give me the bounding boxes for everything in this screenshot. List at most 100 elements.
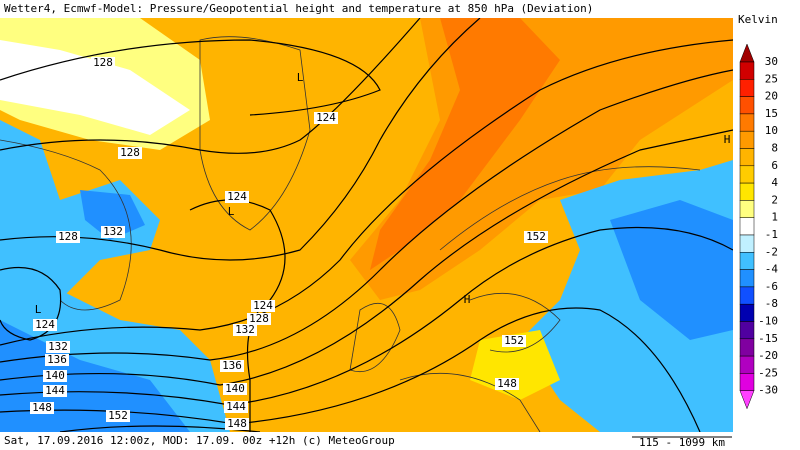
colorbar-band bbox=[739, 355, 755, 374]
contour-label: 136 bbox=[222, 359, 242, 372]
warm-core bbox=[370, 18, 560, 270]
colorbar-band bbox=[739, 217, 755, 236]
colorbar-arrow bbox=[739, 390, 755, 410]
contour bbox=[0, 69, 734, 363]
contour-label-bg bbox=[233, 324, 257, 336]
colorbar-label: -20 bbox=[758, 349, 778, 362]
colorbar-band bbox=[739, 130, 755, 149]
contour bbox=[0, 226, 734, 406]
colorbar-label: 10 bbox=[765, 124, 778, 137]
coastline bbox=[0, 139, 132, 311]
colorbar-band bbox=[739, 321, 755, 340]
colorbar-label: 8 bbox=[771, 142, 778, 155]
colorbar-band bbox=[739, 113, 755, 132]
contour-label: 128 bbox=[120, 146, 140, 159]
map bbox=[0, 17, 734, 433]
contour-label-bg bbox=[43, 385, 67, 397]
contour-label-bg bbox=[46, 341, 70, 353]
coastline bbox=[349, 166, 701, 433]
contour-label-bg bbox=[502, 335, 526, 347]
colorbar-label: -8 bbox=[765, 297, 778, 310]
footer-run: Sat, 17.09.2016 12:00z, MOD: 17.09. 00z … bbox=[4, 434, 395, 447]
contour-label-bg bbox=[106, 410, 130, 422]
colorbar-band bbox=[739, 338, 755, 357]
pressure-center: H bbox=[464, 293, 471, 306]
colorbar-band bbox=[739, 234, 755, 253]
pressure-center: H bbox=[724, 133, 731, 146]
colorbar-band bbox=[739, 96, 755, 115]
contour-label-bg bbox=[247, 313, 271, 325]
colorbar-band bbox=[739, 200, 755, 218]
pressure-center: L bbox=[228, 205, 235, 218]
colorbar-label: 4 bbox=[771, 176, 778, 189]
contour-label: 152 bbox=[526, 230, 546, 243]
colorbar-label: -15 bbox=[758, 332, 778, 345]
contour-label: 132 bbox=[103, 225, 123, 238]
contour-label-bg bbox=[524, 231, 548, 243]
contour bbox=[0, 129, 734, 386]
contour-label: 124 bbox=[35, 318, 55, 331]
contour-label-bg bbox=[314, 112, 338, 124]
colorbar-band bbox=[739, 165, 755, 184]
colorbar-band bbox=[739, 269, 755, 288]
contour-label-bg bbox=[43, 370, 67, 382]
contour bbox=[0, 39, 381, 116]
contour-label: 128 bbox=[93, 56, 113, 69]
colorbar-label: 15 bbox=[765, 107, 778, 120]
colorbar-label: 6 bbox=[771, 159, 778, 172]
colorbar-label: 20 bbox=[765, 90, 778, 103]
colorbar-band bbox=[739, 303, 755, 322]
contour-label-bg bbox=[225, 418, 249, 430]
contour-label: 124 bbox=[316, 111, 336, 124]
colorbar-label: 30 bbox=[765, 55, 778, 68]
contour-label-bg bbox=[33, 319, 57, 331]
contour-label: 140 bbox=[45, 369, 65, 382]
colorbar-label: 2 bbox=[771, 193, 778, 206]
colorbar-label: -25 bbox=[758, 366, 778, 379]
contour-label-bg bbox=[495, 378, 519, 390]
colorbar-band bbox=[739, 61, 755, 80]
scale-label: 115 - 1099 km bbox=[639, 436, 725, 449]
colorbar-label: 25 bbox=[765, 72, 778, 85]
colorbar-label: -6 bbox=[765, 280, 778, 293]
mild-area bbox=[470, 330, 560, 400]
contour-label: 128 bbox=[58, 230, 78, 243]
colorbar-label: -1 bbox=[765, 228, 778, 241]
footer-bar bbox=[0, 432, 800, 450]
pressure-center: L bbox=[35, 303, 42, 316]
contour bbox=[0, 17, 421, 154]
coastline bbox=[199, 36, 311, 231]
colorbar-unit: Kelvin bbox=[738, 13, 778, 26]
contour-label: 132 bbox=[235, 323, 255, 336]
header-title: Wetter4, Ecmwf-Model: Pressure/Geopotent… bbox=[4, 2, 593, 15]
colorbar-band bbox=[739, 148, 755, 167]
contour-label: 140 bbox=[225, 382, 245, 395]
contour-label: 124 bbox=[253, 299, 273, 312]
contour bbox=[0, 17, 481, 261]
colorbar-label: -10 bbox=[758, 315, 778, 328]
contour-label: 144 bbox=[226, 400, 246, 413]
contour-label-bg bbox=[101, 226, 125, 238]
pressure-center: L bbox=[297, 71, 304, 84]
colorbar-label: -30 bbox=[758, 384, 778, 397]
cold-area bbox=[0, 120, 160, 300]
contour-label-bg bbox=[251, 300, 275, 312]
contour-label: 124 bbox=[227, 190, 247, 203]
contour-label-bg bbox=[118, 147, 142, 159]
colorbar-label: -4 bbox=[765, 263, 779, 276]
contour-label: 128 bbox=[249, 312, 269, 325]
header-bar bbox=[0, 0, 800, 18]
contour-label: 136 bbox=[47, 353, 67, 366]
contour-label: 144 bbox=[45, 384, 65, 397]
contour-label: 152 bbox=[504, 334, 524, 347]
contour-label-bg bbox=[56, 231, 80, 243]
cold-core bbox=[610, 200, 733, 340]
colorbar-band bbox=[739, 182, 755, 201]
colorbar-label: 1 bbox=[771, 211, 778, 224]
colorbar-band bbox=[739, 79, 755, 97]
contour-label-bg bbox=[224, 401, 248, 413]
contour-label-bg bbox=[220, 360, 244, 372]
contour-label-bg bbox=[45, 354, 69, 366]
contour-label-bg bbox=[223, 383, 247, 395]
